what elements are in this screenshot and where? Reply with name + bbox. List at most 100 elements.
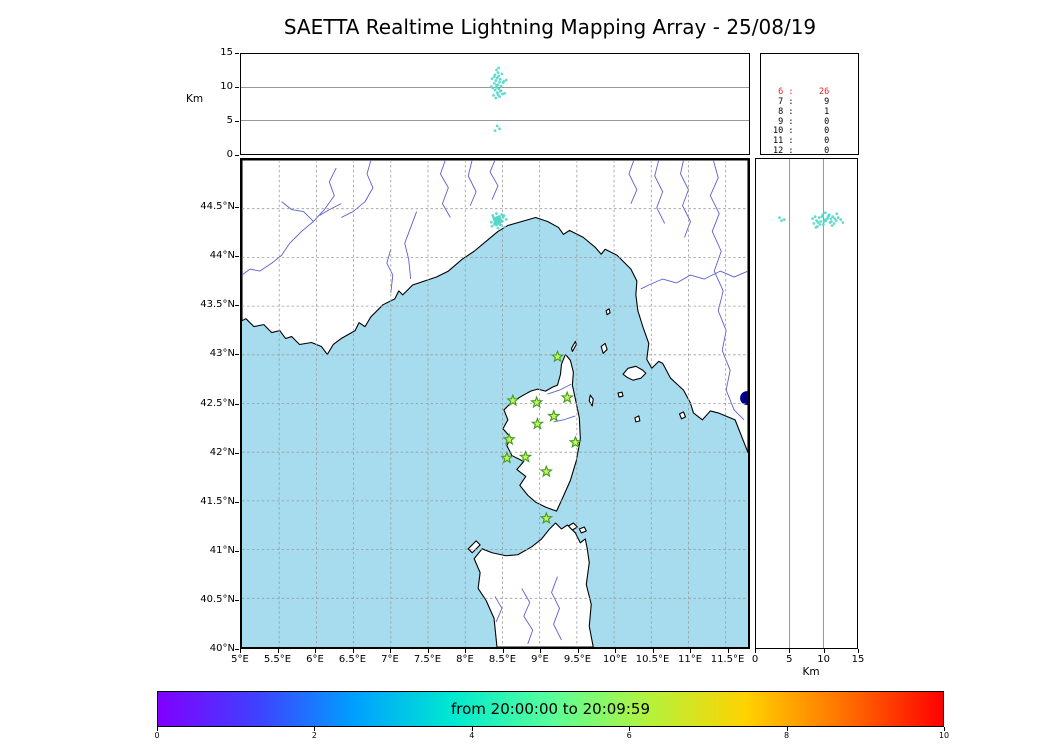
station-marker: [500, 451, 514, 464]
lightning-source-point: [833, 217, 837, 221]
altitude-km-tick-label: 10: [817, 654, 831, 665]
lightning-source-point: [822, 220, 826, 223]
lat-tick-mark: [235, 599, 239, 601]
lightning-source-point: [489, 220, 493, 224]
lightning-source-point: [492, 94, 495, 97]
station-count-table: 6 : 26 7 : 9 8 : 1 9 : 0 10 : 0 11 : 0 12 :…: [773, 87, 858, 155]
lightning-source-point: [778, 216, 781, 220]
map-gridlines: [242, 160, 748, 647]
lake-bolsena: [740, 391, 748, 405]
lon-tick-label: 10.5°E: [635, 654, 670, 665]
lightning-source-point: [496, 71, 500, 74]
lightning-source-point: [495, 91, 499, 94]
lat-tick-mark: [235, 256, 239, 258]
lightning-source-point: [497, 87, 501, 91]
lightning-source-point: [501, 216, 505, 219]
station-marker: [539, 511, 554, 525]
station-marker: [539, 464, 554, 478]
lat-tick-label: 43.5°N: [200, 299, 235, 311]
sardinia-coast: [473, 522, 594, 647]
altitude-km-tick-label: 5: [786, 654, 793, 665]
lightning-source-point: [835, 212, 839, 216]
small-islands: [467, 308, 687, 554]
colorbar-tick-mark: [314, 727, 316, 731]
lon-tick-mark: [427, 649, 429, 653]
lat-tick-mark: [235, 354, 239, 356]
lon-tick-label: 7°E: [381, 654, 399, 665]
altitude-tick-label: 0: [226, 149, 233, 160]
lat-tick-mark: [235, 649, 239, 650]
lon-tick-label: 11°E: [677, 654, 703, 665]
lat-tick-label: 42.5°N: [200, 397, 235, 409]
lon-tick-mark: [577, 649, 579, 653]
station-count-panel: 6 : 26 7 : 9 8 : 1 9 : 0 10 : 0 11 : 0 12 :…: [760, 53, 859, 155]
lon-tick-mark: [690, 649, 691, 653]
station-count-row: 6 : 26: [773, 87, 830, 98]
altitude-km-tick-mark: [858, 649, 859, 653]
altitude-tick-label: 15: [220, 47, 233, 58]
station-count-row: 10 : 0: [773, 126, 830, 137]
lightning-source-point: [823, 211, 827, 215]
lat-tick-label: 41.5°N: [200, 495, 235, 507]
lightning-source-point: [493, 88, 497, 92]
lon-tick-label: 9°E: [531, 654, 549, 665]
lightning-source-point: [817, 216, 821, 220]
lightning-source-point: [499, 223, 503, 227]
lightning-source-point: [494, 79, 498, 83]
lightning-source-point: [821, 223, 825, 226]
altitude-km-tick-mark: [755, 649, 756, 653]
altitude-longitude-panel: [240, 53, 750, 155]
lightning-source-point: [495, 124, 499, 128]
station-count-row: 9 : 0: [773, 116, 830, 127]
time-colorbar: from 20:00:00 to 20:09:59: [157, 691, 944, 727]
station-marker: [547, 409, 561, 422]
lightning-source-point: [501, 220, 504, 223]
lightning-source-point: [495, 76, 499, 80]
lightning-source-point: [503, 91, 507, 95]
altitude-km-tick-label: 15: [851, 654, 865, 665]
lightning-source-point: [830, 224, 834, 227]
lightning-source-point: [495, 212, 498, 215]
lightning-source-point: [782, 218, 786, 222]
station-marker: [568, 435, 582, 449]
lon-tick-mark: [540, 649, 541, 653]
station-count-row: 7 : 9: [773, 97, 830, 108]
station-marker: [502, 432, 516, 446]
lightning-source-point: [492, 81, 496, 85]
station-marker: [560, 390, 574, 404]
lon-tick-mark: [727, 649, 729, 653]
lightning-source-point: [492, 75, 496, 79]
lat-tick-mark: [235, 501, 239, 503]
lightning-source-point: [814, 226, 818, 229]
lightning-source-point: [495, 85, 498, 89]
lightning-source-point: [490, 224, 494, 228]
lightning-source-point: [836, 216, 840, 220]
lat-tick-mark: [235, 207, 239, 209]
station-count-row: 12 : 0: [773, 145, 830, 155]
lightning-source-point: [841, 221, 845, 224]
lightning-source-point: [490, 77, 494, 81]
colorbar-tick-label: 0: [154, 731, 160, 740]
lightning-source-point: [813, 215, 817, 219]
lightning-source-point: [812, 222, 816, 225]
colorbar-tick-mark: [629, 727, 631, 731]
altitude-latitude-panel: [755, 158, 858, 649]
lat-tick-label: 40.5°N: [200, 593, 235, 605]
lightning-source-point: [834, 219, 838, 223]
lightning-source-point: [821, 213, 825, 217]
lightning-source-point: [826, 215, 830, 219]
lat-tick-label: 44°N: [209, 250, 235, 262]
coastline-layer: [242, 160, 748, 647]
lon-tick-label: 6.5°E: [338, 654, 367, 665]
lon-tick-label: 10°E: [602, 654, 628, 665]
corsica-coast: [502, 353, 581, 512]
lat-tick-label: 40°N: [209, 643, 235, 654]
lon-tick-label: 11.5°E: [710, 654, 745, 665]
lightning-source-point: [500, 213, 504, 216]
lon-tick-mark: [240, 649, 241, 653]
altitude-axis-label-top: Km: [186, 93, 204, 105]
colorbar-tick-label: 4: [469, 731, 475, 740]
lightning-source-point: [489, 85, 493, 89]
colorbar-tick-mark: [944, 727, 945, 731]
lightning-source-point: [780, 219, 783, 223]
